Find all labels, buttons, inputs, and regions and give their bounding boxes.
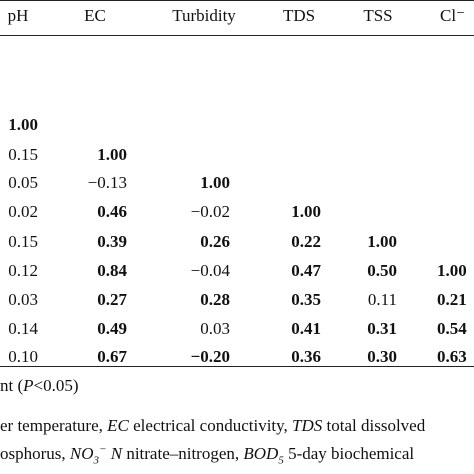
cell-ph: 0.15 (8, 145, 38, 164)
footnote-text: electrical conductivity, (128, 416, 293, 435)
footnote-abbr-tds: TDS (292, 416, 323, 435)
cell-tss: 0.30 (367, 347, 397, 366)
cell-turbidity: 0.26 (200, 232, 230, 251)
cell-cl: 1.00 (437, 261, 467, 280)
cell-cl: 0.63 (437, 347, 467, 366)
column-header-ec: EC (84, 6, 106, 25)
table-top-rule (0, 0, 474, 1)
table-bottom-rule (0, 366, 474, 367)
cell-turbidity: 1.00 (200, 173, 230, 192)
cell-ph: 1.00 (8, 115, 38, 134)
cell-ec: 0.49 (97, 319, 127, 338)
column-header-turbidity: Turbidity (172, 6, 236, 25)
cell-ec: 0.39 (97, 232, 127, 251)
cell-turbidity: 0.03 (200, 319, 230, 338)
column-header-cl: Cl⁻ (440, 6, 466, 25)
cell-ec: −0.13 (87, 173, 127, 192)
cell-turbidity: −0.20 (190, 347, 230, 366)
footnote-significance: nt (P<0.05) (0, 376, 79, 396)
cell-tds: 0.47 (291, 261, 321, 280)
footnote-text: er temperature, (0, 416, 108, 435)
cell-ph: 0.10 (8, 347, 38, 366)
footnote-bod-subscript: 5 (278, 454, 284, 467)
cell-cl: 0.21 (437, 290, 467, 309)
cell-tss: 1.00 (367, 232, 397, 251)
cell-ec: 0.67 (97, 347, 127, 366)
footnote-no-superscript: − (99, 443, 107, 456)
cell-ph: 0.12 (8, 261, 38, 280)
cell-turbidity: −0.02 (190, 202, 230, 221)
cell-cl: 0.54 (437, 319, 467, 338)
column-header-tss: TSS (363, 6, 393, 25)
footnote-abbr-no3: NO3− N (69, 443, 123, 467)
table-header-rule (0, 35, 474, 36)
cell-ec: 0.46 (97, 202, 127, 221)
footnote-abbr-bod5: BOD5 (243, 444, 284, 467)
cell-tds: 0.41 (291, 319, 321, 338)
cell-ec: 0.84 (97, 261, 127, 280)
cell-ph: 0.03 (8, 290, 38, 309)
footnote-text: 5-day biochemical (283, 444, 415, 463)
cell-tss: 0.50 (367, 261, 397, 280)
footnote-abbreviations-line-1: er temperature, EC electrical conductivi… (0, 416, 425, 436)
cell-ph: 0.05 (8, 173, 38, 192)
cell-ph: 0.15 (8, 232, 38, 251)
cell-turbidity: −0.04 (190, 261, 230, 280)
cell-ec: 1.00 (97, 145, 127, 164)
footnote-no-text: NO (69, 444, 94, 463)
footnote-no-subscript: 3 (93, 454, 100, 467)
cell-ec: 0.27 (97, 290, 127, 309)
cell-tds: 0.35 (291, 290, 321, 309)
footnote-text: total dissolved (322, 416, 426, 435)
column-header-tds: TDS (282, 6, 316, 25)
footnote-text: nitrate–nitrogen, (122, 444, 244, 463)
footnote-abbr-ec: EC (107, 416, 129, 435)
cell-ph: 0.14 (8, 319, 38, 338)
footnote-text: osphorus, (0, 444, 70, 463)
footnote-significance-text: nt ( (0, 376, 24, 395)
cell-tds: 1.00 (291, 202, 321, 221)
footnote-abbreviations-line-2: osphorus, NO3− N nitrate–nitrogen, BOD5 … (0, 443, 415, 467)
cell-turbidity: 0.28 (200, 290, 230, 309)
cell-tss: 0.11 (367, 290, 397, 309)
cell-tds: 0.22 (291, 232, 321, 251)
cell-tss: 0.31 (367, 319, 397, 338)
footnote-n-text: N (106, 444, 123, 463)
footnote-bod-text: BOD (243, 444, 279, 463)
column-header-ph: pH (7, 6, 29, 25)
cell-ph: 0.02 (8, 202, 38, 221)
footnote-p-threshold: <0.05) (33, 376, 79, 395)
footnote-p-symbol: P (23, 376, 34, 395)
cell-tds: 0.36 (291, 347, 321, 366)
